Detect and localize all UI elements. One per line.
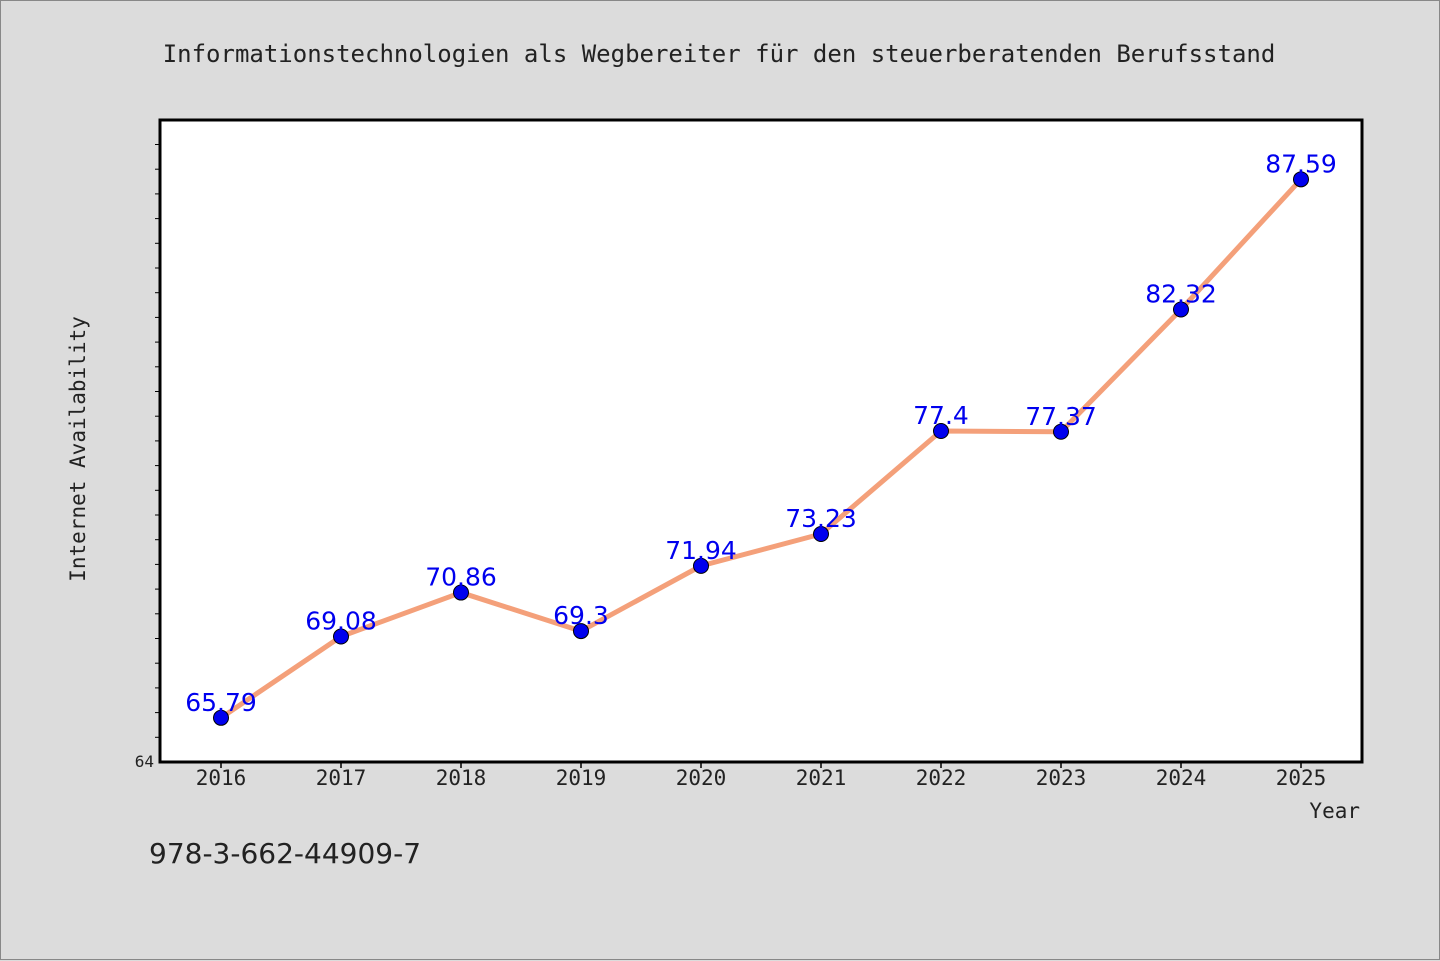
data-point bbox=[333, 628, 349, 645]
data-label: 77.4 bbox=[913, 401, 969, 430]
data-label: 69.08 bbox=[305, 607, 377, 636]
data-point bbox=[1293, 171, 1309, 188]
data-point bbox=[1173, 301, 1189, 318]
data-point bbox=[1053, 423, 1069, 440]
x-tick-label: 2020 bbox=[676, 766, 727, 790]
x-axis-ticks: 2016 2017 2018 2019 2020 2021 2022 2023 2024 2025 bbox=[196, 762, 1327, 790]
data-labels: 65.79 69.08 70.86 69.3 71.94 73.23 77.4 77.37 82… bbox=[185, 149, 1337, 716]
data-label: 65.79 bbox=[185, 688, 257, 717]
x-tick-label: 2018 bbox=[436, 766, 487, 790]
data-label: 71.94 bbox=[665, 536, 737, 565]
y-axis-label: Internet Availability bbox=[66, 316, 90, 582]
data-label: 82.32 bbox=[1145, 279, 1217, 308]
data-point bbox=[213, 709, 229, 726]
data-label: 73.23 bbox=[785, 504, 857, 533]
data-label: 69.3 bbox=[553, 601, 609, 630]
x-tick-label: 2017 bbox=[316, 766, 367, 790]
x-tick-label: 2021 bbox=[796, 766, 847, 790]
plot-area bbox=[158, 118, 1364, 764]
data-point bbox=[453, 584, 469, 601]
data-point bbox=[573, 623, 589, 640]
data-label: 87.59 bbox=[1265, 149, 1337, 178]
data-point bbox=[813, 526, 829, 543]
y-axis-ticks: 64 bbox=[135, 144, 160, 771]
x-tick-label: 2023 bbox=[1036, 766, 1087, 790]
chart-title: Informationstechnologien als Wegbereiter… bbox=[163, 40, 1276, 68]
x-tick-label: 2016 bbox=[196, 766, 247, 790]
x-axis-label: Year bbox=[1309, 799, 1360, 823]
x-tick-label: 2025 bbox=[1276, 766, 1327, 790]
data-label: 77.37 bbox=[1025, 402, 1097, 431]
x-tick-label: 2024 bbox=[1156, 766, 1207, 790]
data-markers bbox=[213, 171, 1309, 726]
isbn-text: 978-3-662-44909-7 bbox=[149, 837, 421, 870]
series-line-group bbox=[218, 176, 1304, 721]
series-line bbox=[218, 176, 1304, 721]
x-tick-label: 2019 bbox=[556, 766, 607, 790]
data-point bbox=[933, 423, 949, 440]
x-tick-label: 2022 bbox=[916, 766, 967, 790]
data-point bbox=[693, 557, 709, 574]
data-label: 70.86 bbox=[425, 563, 497, 592]
y-tick-label: 64 bbox=[135, 752, 154, 771]
